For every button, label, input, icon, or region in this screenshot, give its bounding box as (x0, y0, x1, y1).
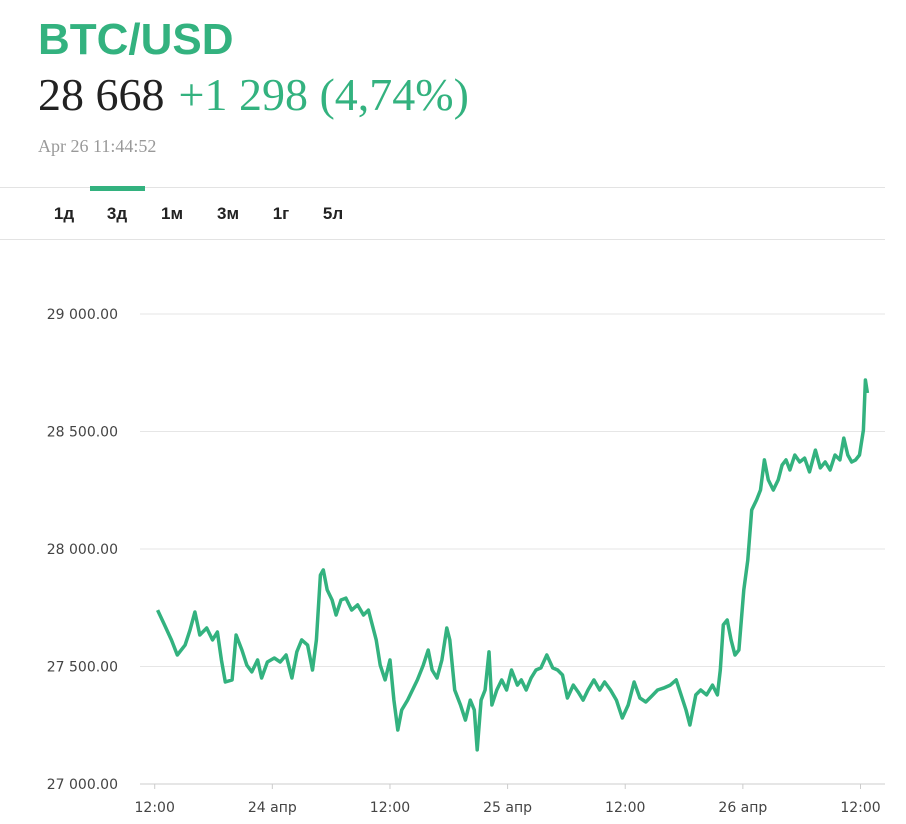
tab-indicator (90, 186, 145, 191)
price-line (156, 378, 870, 752)
y-tick-label: 27 000.00 (47, 777, 118, 793)
price: 28 668 (38, 69, 165, 120)
tabs: 1д 3д 1м 3м 1г 5л (54, 186, 343, 223)
x-tick-label: 25 апр (483, 800, 532, 816)
symbol: BTC/USD (38, 15, 234, 64)
tab[interactable]: 5л (323, 204, 343, 223)
x-tick-label: 12:00 (135, 800, 175, 816)
x-tick-label: 12:00 (605, 800, 645, 816)
x-tick-label: 12:00 (370, 800, 410, 816)
tab[interactable]: 1д (54, 204, 74, 223)
x-tick-label: 26 апр (718, 800, 767, 816)
chart: 27 000.00 27 500.00 28 000.00 28 500.00 29 0… (47, 307, 885, 816)
change: +1 298 (4,74%) (179, 69, 469, 120)
y-tick-label: 28 000.00 (47, 542, 118, 558)
y-tick-label: 28 500.00 (47, 425, 118, 441)
timestamp: Apr 26 11:44:52 (38, 136, 156, 156)
tab[interactable]: 3д (107, 204, 127, 223)
x-tick-label: 12:00 (840, 800, 880, 816)
y-tick-label: 27 500.00 (47, 660, 118, 676)
tab[interactable]: 1г (273, 204, 290, 223)
y-tick-label: 29 000.00 (47, 307, 118, 323)
tab[interactable]: 3м (217, 204, 239, 223)
tab[interactable]: 1м (161, 204, 183, 223)
x-tick-label: 24 апр (248, 800, 297, 816)
